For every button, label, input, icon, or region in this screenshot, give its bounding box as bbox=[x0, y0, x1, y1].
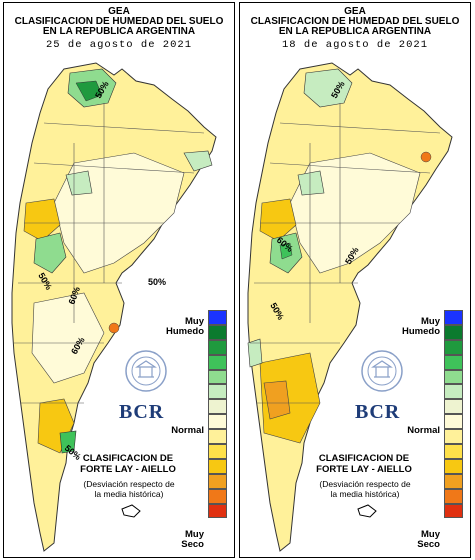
legend-top-label: Muy Humedo bbox=[402, 316, 440, 337]
map-panel-left: 50% 50% 50% 60% 60% 50% GEA CLASIFICACIO… bbox=[3, 2, 235, 558]
province-borders bbox=[14, 103, 205, 404]
classification-line-1: CLASIFICACION DE bbox=[82, 453, 174, 464]
classification-description: (Desviación respecto de la media históric… bbox=[83, 479, 175, 499]
color-scale-swatch bbox=[208, 444, 227, 459]
color-scale-swatch bbox=[208, 414, 227, 430]
classification-line-1: CLASIFICACION DE bbox=[318, 453, 410, 464]
color-scale-swatch bbox=[208, 458, 227, 474]
color-scale-swatch bbox=[444, 473, 463, 489]
soil-moisture-map: 50% 50% 50% 60% 60% 50% bbox=[11, 62, 217, 552]
legend-bottom-label: Muy Seco bbox=[181, 529, 204, 550]
color-scale-swatch bbox=[444, 369, 463, 385]
color-scale-swatch bbox=[208, 488, 227, 504]
malvinas-islands bbox=[357, 504, 377, 518]
color-scale-swatch bbox=[444, 324, 463, 340]
color-scale-swatch bbox=[208, 339, 227, 355]
classification-line-2: FORTE LAY - AIELLO bbox=[316, 464, 412, 475]
legend-middle-label: Normal bbox=[171, 425, 204, 436]
legend-middle-label: Normal bbox=[407, 425, 440, 436]
color-scale-swatch bbox=[444, 310, 463, 325]
map-date: 18 de agosto de 2021 bbox=[281, 39, 429, 51]
color-scale-swatch bbox=[444, 384, 463, 400]
map-panel-right: 50% 50% 60% 50% GEA CLASIFICACION DE HUM… bbox=[239, 2, 471, 558]
color-scale-swatch bbox=[208, 384, 227, 400]
classification-description: (Desviación respecto de la media históric… bbox=[319, 479, 411, 499]
dry-zone bbox=[23, 198, 61, 242]
wet-zone-center bbox=[33, 232, 67, 274]
color-scale-swatch bbox=[444, 354, 463, 370]
color-scale-swatch bbox=[444, 458, 463, 474]
color-scale-swatch bbox=[208, 310, 227, 325]
color-scale-swatch bbox=[208, 369, 227, 385]
province-borders bbox=[250, 103, 441, 404]
title-line-1: GEA bbox=[108, 6, 130, 17]
title-line-3: EN LA REPUBLICA ARGENTINA bbox=[278, 26, 432, 37]
title-line-2: CLASIFICACION DE HUMEDAD DEL SUELO bbox=[14, 16, 224, 27]
color-scale-swatch bbox=[444, 503, 463, 519]
color-scale-swatch bbox=[208, 354, 227, 370]
wet-zone-south bbox=[59, 430, 77, 454]
color-scale-swatch bbox=[208, 473, 227, 489]
classification-line-2: FORTE LAY - AIELLO bbox=[80, 464, 176, 475]
soil-moisture-map: 50% 50% 60% 50% bbox=[247, 62, 453, 552]
title-line-3: EN LA REPUBLICA ARGENTINA bbox=[42, 26, 196, 37]
color-scale-swatch bbox=[444, 399, 463, 415]
bcr-seal-logo bbox=[361, 350, 403, 392]
color-scale-swatch bbox=[444, 414, 463, 430]
dry-zone bbox=[259, 352, 321, 444]
legend-bottom-label: Muy Seco bbox=[417, 529, 440, 550]
color-scale-swatch bbox=[444, 444, 463, 459]
color-scale-swatch bbox=[444, 339, 463, 355]
color-scale-swatch bbox=[208, 503, 227, 519]
map-date: 25 de agosto de 2021 bbox=[45, 39, 193, 51]
legend-top-label: Muy Humedo bbox=[166, 316, 204, 337]
wet-zone-north bbox=[303, 68, 353, 108]
color-scale-swatch bbox=[208, 429, 227, 445]
malvinas-islands bbox=[121, 504, 141, 518]
bcr-seal-logo bbox=[125, 350, 167, 392]
color-scale-swatch bbox=[208, 399, 227, 415]
color-scale bbox=[208, 310, 228, 519]
color-scale-swatch bbox=[444, 488, 463, 504]
color-scale-swatch bbox=[208, 324, 227, 340]
isoline-label: 50% bbox=[148, 277, 166, 287]
normal-zone-south bbox=[31, 292, 105, 384]
title-line-1: GEA bbox=[344, 6, 366, 17]
title-line-2: CLASIFICACION DE HUMEDAD DEL SUELO bbox=[250, 16, 460, 27]
color-scale-swatch bbox=[444, 429, 463, 445]
bcr-logo-text: BCR bbox=[355, 401, 401, 423]
color-scale bbox=[444, 310, 464, 519]
bcr-logo-text: BCR bbox=[119, 401, 165, 423]
wet-zone-ne bbox=[183, 150, 213, 172]
